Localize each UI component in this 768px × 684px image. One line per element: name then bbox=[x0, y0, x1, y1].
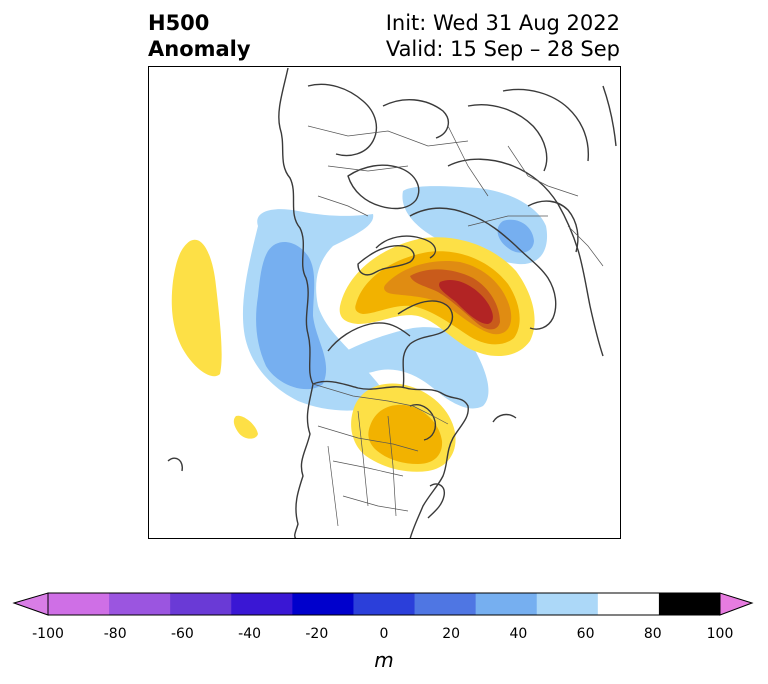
colorbar-tick-label: 60 bbox=[576, 626, 595, 642]
init-date: Init: Wed 31 Aug 2022 bbox=[385, 11, 620, 35]
colorbar-tick-label: -80 bbox=[103, 626, 127, 642]
colorbar-tick-label: 100 bbox=[706, 626, 734, 642]
title-field: H500 bbox=[148, 11, 210, 35]
colorbar-tick-label: -40 bbox=[238, 626, 262, 642]
positive-anomaly-north-pacific bbox=[171, 239, 258, 439]
title-block: H500 Anomaly bbox=[148, 10, 251, 62]
date-block: Init: Wed 31 Aug 2022 Valid: 15 Sep – 28… bbox=[386, 10, 620, 62]
title-kind: Anomaly bbox=[148, 37, 251, 61]
colorbar-swatch bbox=[536, 593, 599, 615]
colorbar-unit: m bbox=[374, 648, 394, 672]
positive-anomaly-great-lakes bbox=[351, 383, 456, 472]
country-borders bbox=[307, 125, 604, 527]
colorbar-frame bbox=[47, 592, 721, 616]
colorbar bbox=[12, 592, 754, 616]
coastlines bbox=[167, 67, 617, 539]
colorbar-swatch bbox=[353, 593, 416, 615]
colorbar-tick-label: 20 bbox=[442, 626, 461, 642]
colorbar-underflow-triangle bbox=[12, 592, 49, 616]
colorbar-swatch bbox=[597, 593, 660, 615]
colorbar-tick-label: -100 bbox=[32, 626, 64, 642]
colorbar-swatch bbox=[109, 593, 171, 615]
map-edge-notch bbox=[148, 284, 158, 324]
negative-anomaly-arctic-ocean bbox=[333, 186, 548, 409]
colorbar-overflow-triangle bbox=[719, 592, 754, 616]
anomaly-map bbox=[148, 66, 621, 539]
colorbar-tick-label: -60 bbox=[170, 626, 194, 642]
colorbar-swatch bbox=[48, 593, 110, 615]
positive-anomaly-eastern-siberia bbox=[339, 237, 535, 357]
colorbar-swatch bbox=[231, 593, 293, 615]
colorbar-swatch bbox=[292, 593, 354, 615]
colorbar-tick-label: 40 bbox=[509, 626, 528, 642]
colorbar-tick-label: 80 bbox=[643, 626, 662, 642]
colorbar-tick-label: 0 bbox=[379, 626, 389, 642]
colorbar-swatch bbox=[414, 593, 477, 615]
map-frame bbox=[148, 66, 621, 539]
colorbar-swatch bbox=[658, 593, 721, 615]
valid-range: Valid: 15 Sep – 28 Sep bbox=[385, 37, 620, 61]
colorbar-swatches bbox=[48, 593, 721, 615]
colorbar-swatch bbox=[170, 593, 232, 615]
colorbar-tick-label: -20 bbox=[305, 626, 329, 642]
colorbar-swatch bbox=[475, 593, 538, 615]
